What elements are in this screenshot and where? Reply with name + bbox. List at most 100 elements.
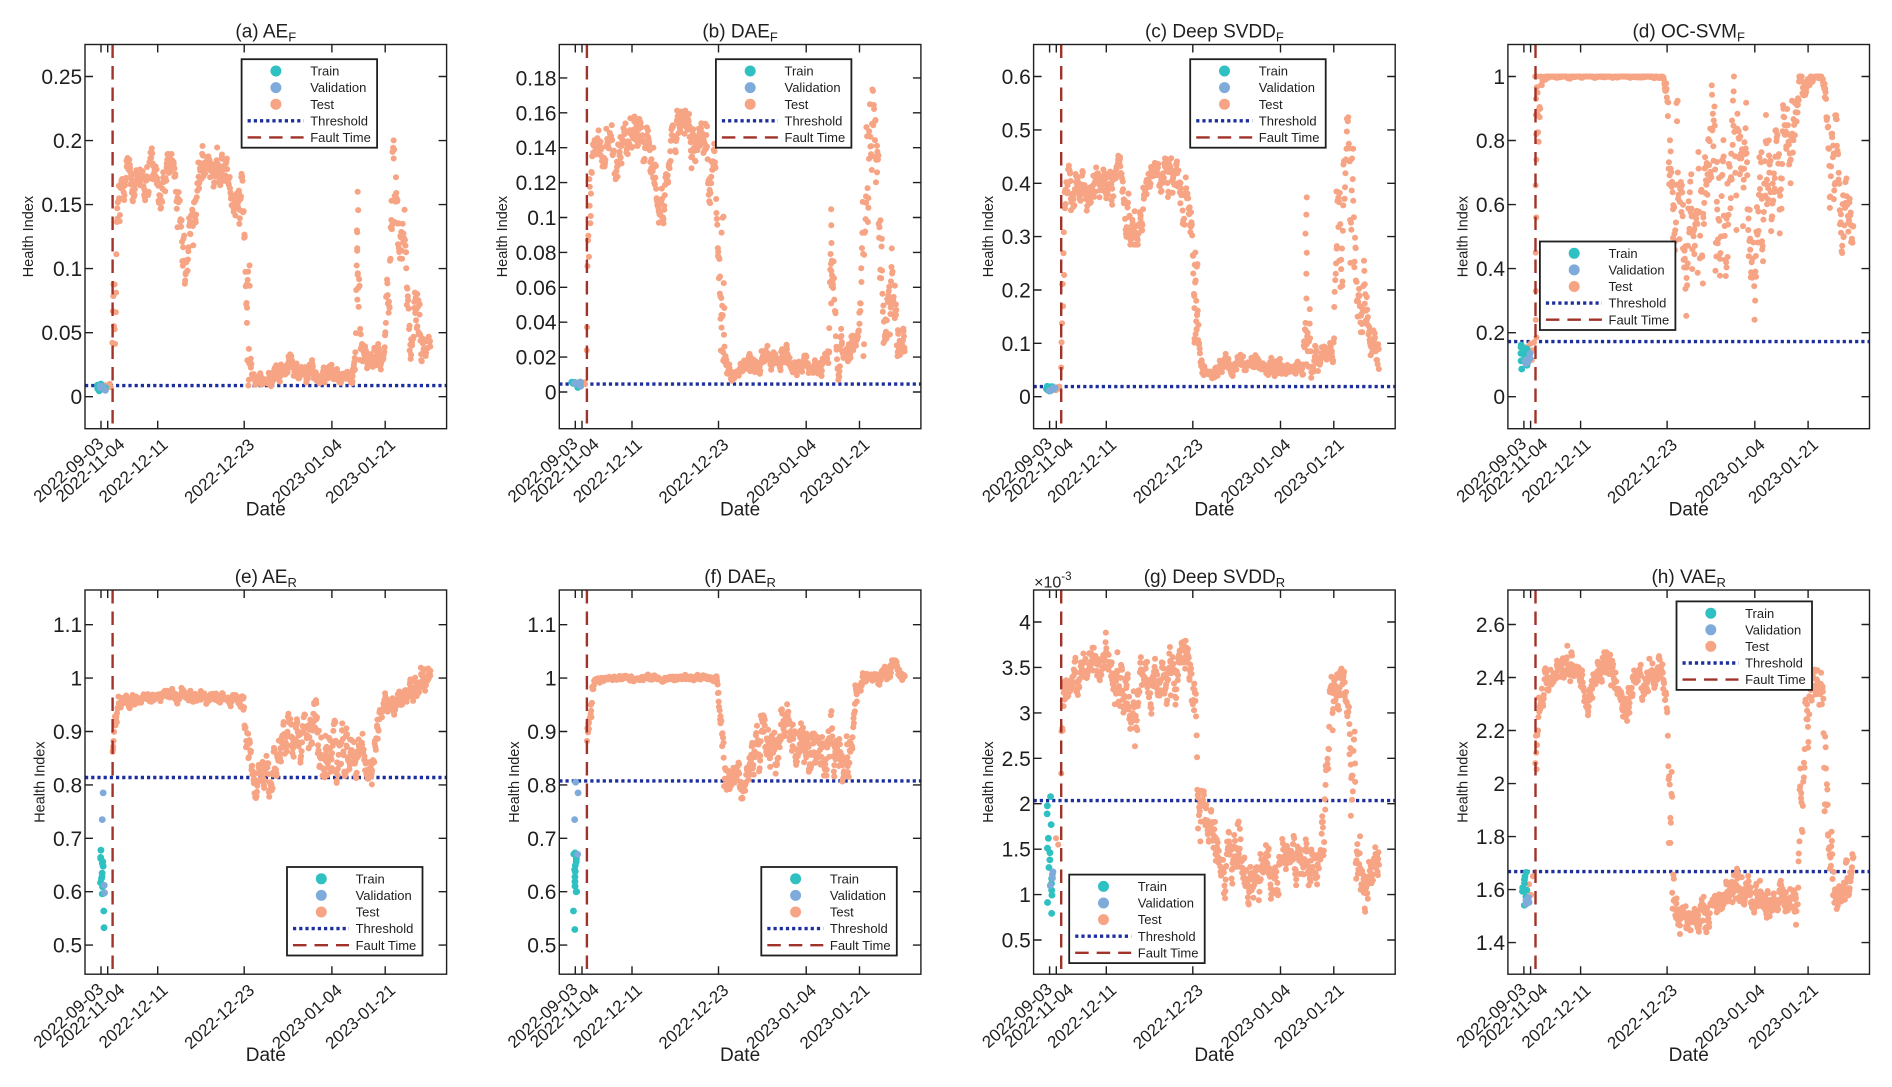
svg-text:2: 2 xyxy=(1019,793,1031,816)
svg-text:1.6: 1.6 xyxy=(1476,879,1505,902)
svg-text:0.2: 0.2 xyxy=(53,130,82,153)
svg-text:Date: Date xyxy=(246,500,286,521)
svg-text:Health Index: Health Index xyxy=(33,741,49,823)
svg-text:Test: Test xyxy=(785,97,809,112)
svg-text:0.3: 0.3 xyxy=(1002,226,1031,249)
svg-text:Fault Time: Fault Time xyxy=(356,938,417,953)
svg-text:0.08: 0.08 xyxy=(516,242,557,265)
svg-text:1.4: 1.4 xyxy=(1476,932,1506,955)
svg-text:Date: Date xyxy=(1194,500,1234,521)
svg-text:Health Index: Health Index xyxy=(507,741,523,823)
svg-text:(c) Deep SVDDF: (c) Deep SVDDF xyxy=(1145,22,1284,45)
svg-text:1.1: 1.1 xyxy=(53,614,82,637)
svg-text:1.1: 1.1 xyxy=(527,614,556,637)
svg-text:0.7: 0.7 xyxy=(53,828,82,851)
svg-text:0.5: 0.5 xyxy=(1002,119,1031,142)
svg-text:Threshold: Threshold xyxy=(830,921,888,936)
svg-text:1: 1 xyxy=(1493,66,1505,89)
svg-text:1.5: 1.5 xyxy=(1002,839,1031,862)
svg-text:0.12: 0.12 xyxy=(516,172,557,195)
svg-text:Health Index: Health Index xyxy=(981,195,997,277)
svg-text:Fault Time: Fault Time xyxy=(1259,130,1320,145)
svg-text:Fault Time: Fault Time xyxy=(310,130,371,145)
svg-text:Health Index: Health Index xyxy=(21,195,37,277)
svg-text:2.6: 2.6 xyxy=(1476,614,1505,637)
svg-text:0.8: 0.8 xyxy=(53,774,82,797)
svg-text:0.6: 0.6 xyxy=(1002,66,1031,89)
svg-text:Date: Date xyxy=(1669,1045,1709,1066)
svg-text:Test: Test xyxy=(1745,639,1769,654)
svg-text:0: 0 xyxy=(71,386,83,409)
svg-text:0.06: 0.06 xyxy=(516,277,557,300)
svg-text:0.05: 0.05 xyxy=(41,322,82,345)
svg-text:Validation: Validation xyxy=(1609,263,1665,278)
svg-text:Threshold: Threshold xyxy=(785,113,843,128)
svg-text:Fault Time: Fault Time xyxy=(1609,312,1670,327)
svg-text:1: 1 xyxy=(71,668,83,691)
svg-text:0.6: 0.6 xyxy=(527,881,556,904)
svg-text:0.2: 0.2 xyxy=(1476,322,1505,345)
svg-text:(f) DAER: (f) DAER xyxy=(704,567,776,590)
svg-text:0.14: 0.14 xyxy=(516,137,557,160)
svg-text:0: 0 xyxy=(1493,386,1505,409)
svg-text:Validation: Validation xyxy=(310,80,366,95)
svg-text:Train: Train xyxy=(1745,606,1774,621)
svg-text:0.9: 0.9 xyxy=(527,721,556,744)
svg-text:0.8: 0.8 xyxy=(1476,130,1505,153)
svg-text:Train: Train xyxy=(1259,64,1288,79)
svg-text:0.1: 0.1 xyxy=(1002,333,1031,356)
svg-text:0.02: 0.02 xyxy=(516,347,557,370)
svg-text:0.18: 0.18 xyxy=(516,67,557,90)
svg-text:(d) OC-SVMF: (d) OC-SVMF xyxy=(1632,22,1745,45)
svg-text:3: 3 xyxy=(1019,702,1031,725)
svg-text:Date: Date xyxy=(720,1045,760,1066)
svg-text:(g) Deep SVDDR: (g) Deep SVDDR xyxy=(1144,567,1285,590)
svg-text:2: 2 xyxy=(1493,773,1505,796)
svg-text:Test: Test xyxy=(1609,279,1633,294)
svg-text:0.8: 0.8 xyxy=(527,774,556,797)
svg-text:Validation: Validation xyxy=(1259,80,1315,95)
svg-text:0.1: 0.1 xyxy=(53,258,82,281)
svg-text:Train: Train xyxy=(830,871,859,886)
svg-text:0.7: 0.7 xyxy=(527,828,556,851)
svg-text:(h) VAER: (h) VAER xyxy=(1651,567,1726,590)
svg-text:Validation: Validation xyxy=(356,888,412,903)
svg-text:0.5: 0.5 xyxy=(527,935,556,958)
svg-text:Date: Date xyxy=(1669,500,1709,521)
svg-text:0.2: 0.2 xyxy=(1002,280,1031,303)
svg-text:2.2: 2.2 xyxy=(1476,720,1505,743)
svg-text:Validation: Validation xyxy=(830,888,886,903)
svg-text:Validation: Validation xyxy=(785,80,841,95)
svg-text:Health Index: Health Index xyxy=(1455,741,1471,823)
svg-text:4: 4 xyxy=(1019,612,1031,635)
svg-text:0.6: 0.6 xyxy=(1476,194,1505,217)
svg-text:Fault Time: Fault Time xyxy=(830,938,891,953)
svg-text:0: 0 xyxy=(545,382,557,405)
svg-text:Fault Time: Fault Time xyxy=(785,130,846,145)
svg-text:0.9: 0.9 xyxy=(53,721,82,744)
svg-text:0.04: 0.04 xyxy=(516,312,557,335)
svg-text:0.4: 0.4 xyxy=(1002,173,1032,196)
svg-text:0.16: 0.16 xyxy=(516,102,557,125)
svg-text:1.8: 1.8 xyxy=(1476,826,1505,849)
svg-text:Test: Test xyxy=(356,905,380,920)
svg-text:0.6: 0.6 xyxy=(53,881,82,904)
svg-text:Train: Train xyxy=(785,64,814,79)
svg-text:(e) AER: (e) AER xyxy=(235,567,297,590)
svg-text:1: 1 xyxy=(545,668,557,691)
svg-text:Date: Date xyxy=(246,1045,286,1066)
svg-text:Threshold: Threshold xyxy=(1745,656,1803,671)
svg-text:0.25: 0.25 xyxy=(41,66,82,89)
svg-text:3.5: 3.5 xyxy=(1002,657,1031,680)
svg-text:Test: Test xyxy=(830,905,854,920)
svg-text:Health Index: Health Index xyxy=(495,195,511,277)
svg-text:Threshold: Threshold xyxy=(1138,929,1196,944)
svg-text:Test: Test xyxy=(1138,912,1162,927)
svg-text:Threshold: Threshold xyxy=(1259,113,1317,128)
svg-text:Test: Test xyxy=(1259,97,1283,112)
svg-text:Test: Test xyxy=(310,97,334,112)
svg-text:1: 1 xyxy=(1019,884,1031,907)
svg-text:Date: Date xyxy=(720,500,760,521)
svg-text:Health Index: Health Index xyxy=(981,741,997,823)
svg-text:0.4: 0.4 xyxy=(1476,258,1506,281)
